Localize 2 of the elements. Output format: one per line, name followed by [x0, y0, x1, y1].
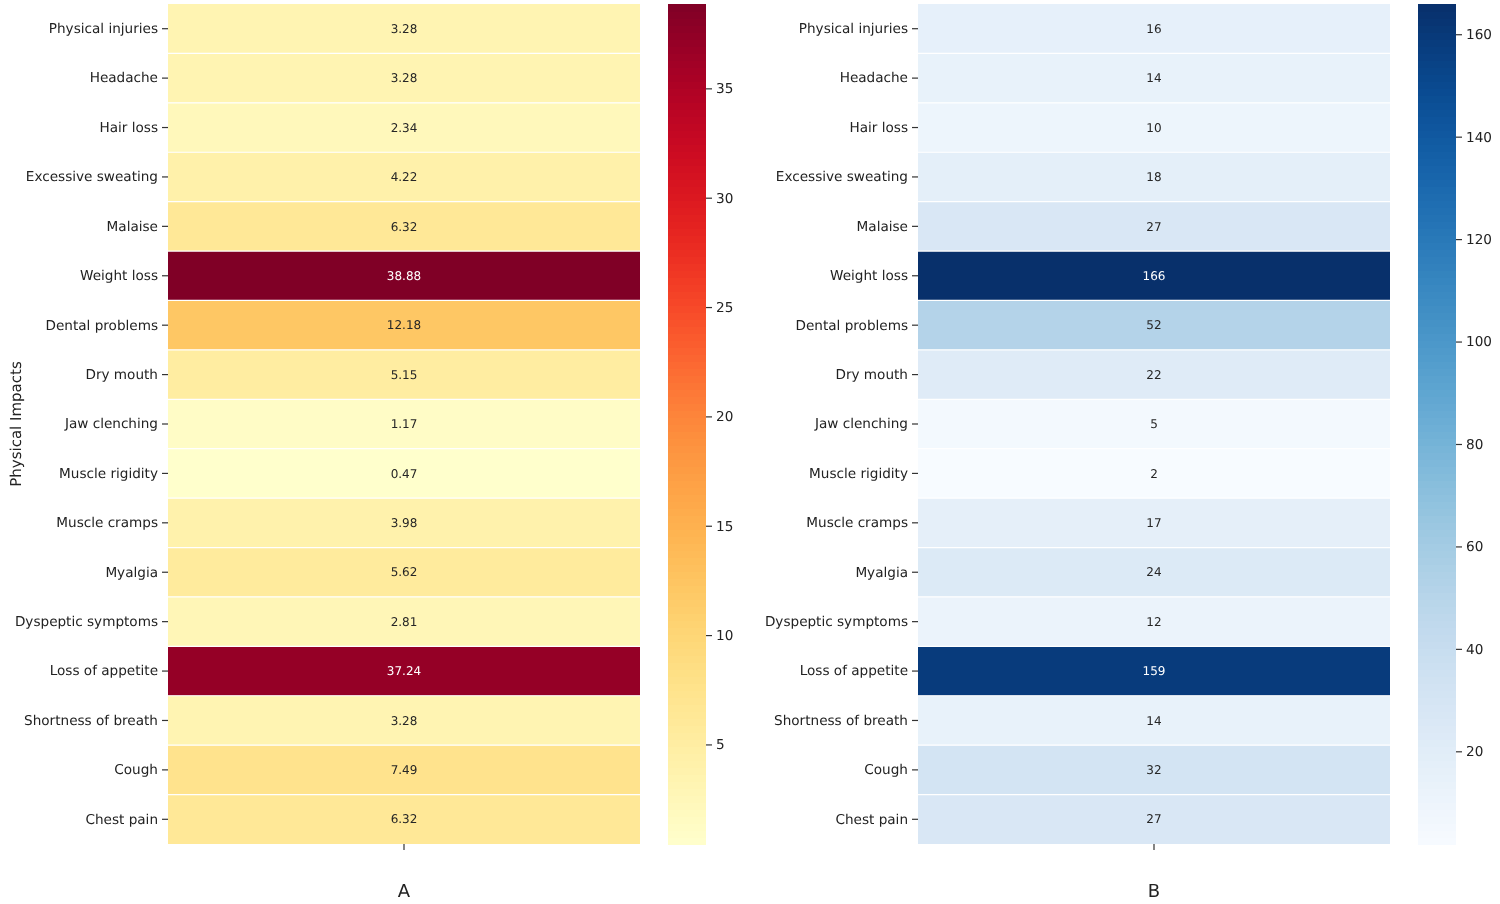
- x-tick-label: A: [397, 882, 412, 903]
- x-tick-label: B: [1147, 882, 1161, 903]
